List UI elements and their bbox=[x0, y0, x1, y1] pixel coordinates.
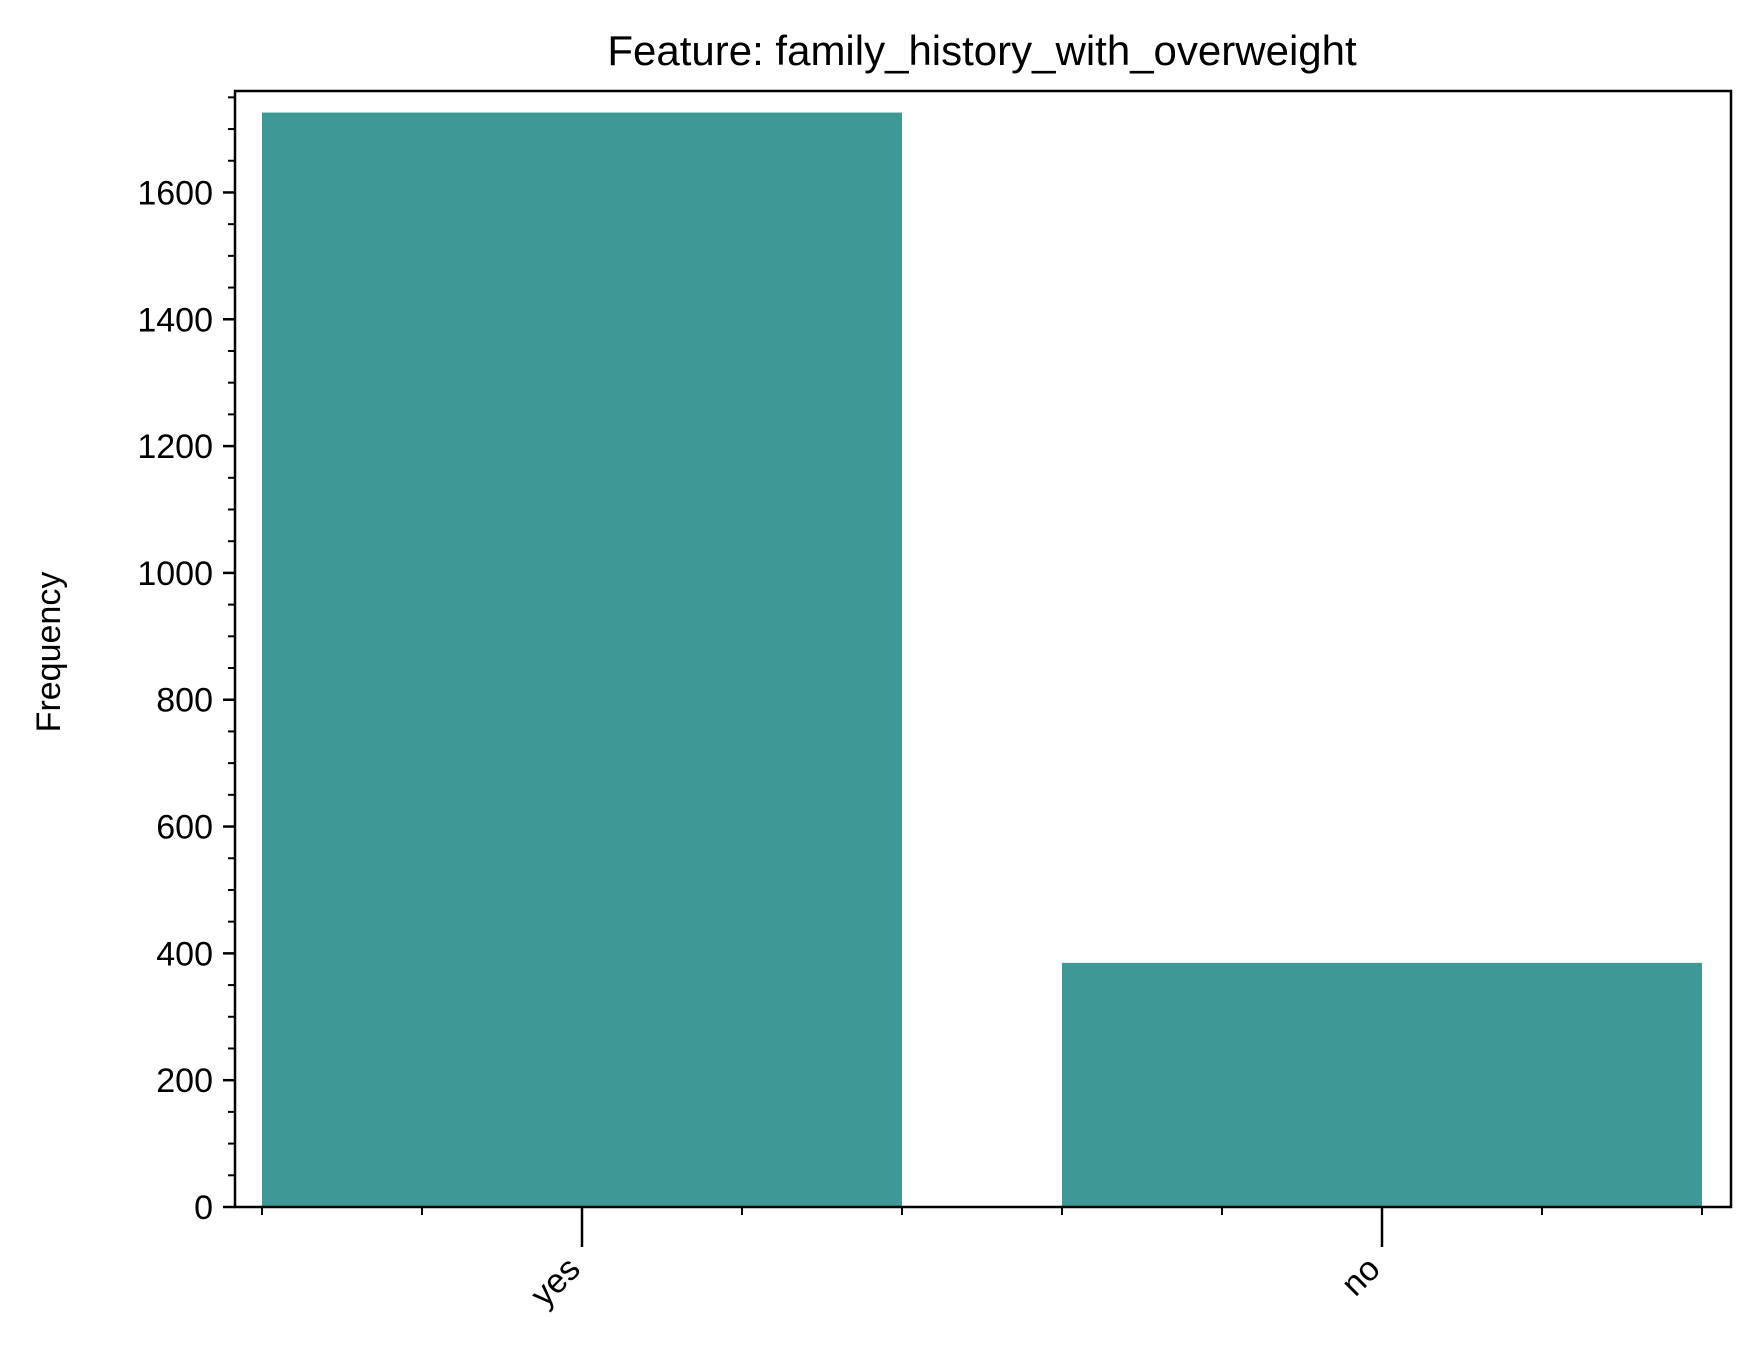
y-tick-label: 600 bbox=[156, 809, 213, 847]
chart-title: Feature: family_history_with_overweight bbox=[607, 27, 1357, 74]
y-axis-ticks: 0 200 400 600 800 1000 1200 1400 1600 bbox=[137, 96, 235, 1227]
bar-yes bbox=[262, 112, 902, 1208]
y-tick-label: 400 bbox=[156, 935, 213, 973]
y-tick-label: 1600 bbox=[137, 174, 213, 212]
y-tick-label: 800 bbox=[156, 682, 213, 720]
y-axis-label: Frequency bbox=[30, 572, 68, 733]
y-tick-label: 1400 bbox=[137, 301, 213, 339]
y-tick-label: 200 bbox=[156, 1062, 213, 1100]
bar-no bbox=[1062, 962, 1702, 1207]
y-tick-label: 0 bbox=[194, 1189, 213, 1227]
plot-frame bbox=[233, 89, 1733, 1209]
y-tick-label: 1000 bbox=[137, 555, 213, 593]
y-tick-label: 1200 bbox=[137, 428, 213, 466]
bars-layer bbox=[262, 112, 1702, 1208]
